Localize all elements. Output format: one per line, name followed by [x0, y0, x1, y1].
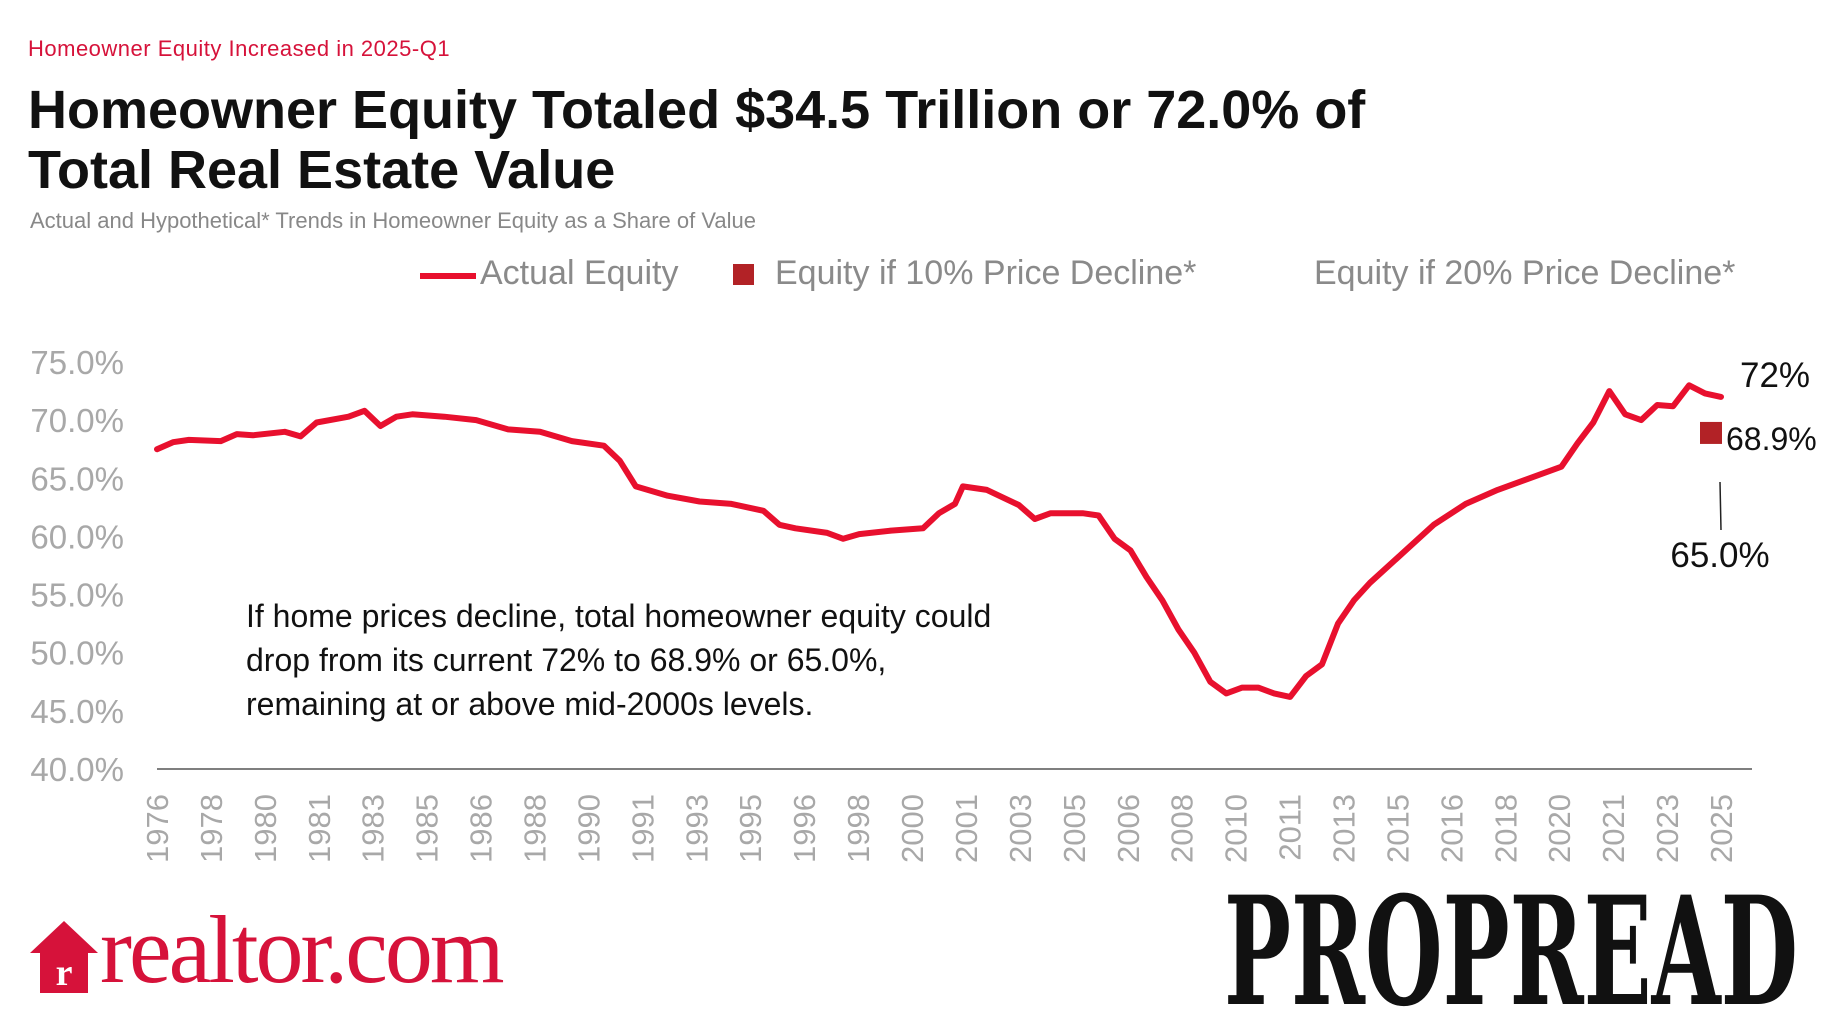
line-chart: 75.0% 70.0% 65.0% 60.0% 55.0% 50.0% 45.0% 40.0%… [30, 344, 1817, 863]
x-tick-label: 2021 [1596, 794, 1631, 863]
legend-actual-label: Actual Equity [480, 254, 679, 292]
legend-decline10-label: Equity if 10% Price Decline* [775, 254, 1197, 292]
x-tick-label: 2006 [1111, 794, 1146, 863]
y-tick-label: 65.0% [30, 460, 124, 497]
x-tick-label: 1978 [194, 794, 229, 863]
chart-title: Homeowner Equity Totaled $34.5 Trillion … [28, 80, 1366, 200]
legend-actual-marker [420, 273, 476, 279]
x-tick-label: 2016 [1434, 794, 1469, 863]
y-tick-label: 70.0% [30, 402, 124, 439]
x-tick-label: 1988 [518, 794, 553, 863]
svg-text:r: r [56, 952, 73, 994]
y-tick-label: 55.0% [30, 577, 124, 614]
x-tick-label: 1986 [464, 794, 499, 863]
propread-watermark: PROPREAD [1224, 880, 1798, 1020]
chart-kicker: Homeowner Equity Increased in 2025-Q1 [28, 36, 451, 61]
x-tick-label: 1993 [679, 794, 714, 863]
decline20-data-label: 65.0% [1670, 536, 1769, 575]
y-tick-label: 75.0% [30, 344, 124, 381]
actual-equity-line [154, 382, 1724, 700]
x-tick-label: 2008 [1165, 794, 1200, 863]
x-tick-label: 1981 [302, 794, 337, 863]
x-tick-label: 1976 [140, 794, 175, 863]
legend-decline20-label: Equity if 20% Price Decline* [1314, 254, 1736, 292]
decline10-data-label: 68.9% [1726, 421, 1817, 457]
y-tick-label: 60.0% [30, 518, 124, 555]
x-tick-label: 2003 [1003, 794, 1038, 863]
x-tick-label: 1983 [356, 794, 391, 863]
x-tick-label: 2013 [1326, 794, 1361, 863]
x-tick-label: 1985 [410, 794, 445, 863]
x-tick-label: 1998 [841, 794, 876, 863]
x-tick-label: 2025 [1704, 794, 1739, 863]
y-tick-label: 45.0% [30, 693, 124, 730]
x-tick-label: 2018 [1488, 794, 1523, 863]
x-tick-label: 2020 [1542, 794, 1577, 863]
realtor-logo-text: realtor.com [100, 896, 504, 1003]
x-tick-label: 2015 [1380, 794, 1415, 863]
decline10-marker [1700, 421, 1722, 444]
chart-annotation: If home prices decline, total homeowner … [246, 598, 992, 722]
x-tick-label: 2011 [1273, 794, 1308, 861]
actual-data-label: 72% [1740, 356, 1810, 395]
x-tick-label: 1995 [733, 794, 768, 863]
decline20-leader-line [1719, 481, 1722, 531]
x-tick-label: 2000 [895, 794, 930, 863]
x-tick-label: 1991 [625, 794, 660, 863]
x-tick-label: 1996 [787, 794, 822, 863]
x-tick-label: 2005 [1057, 794, 1092, 863]
x-tick-label: 1980 [248, 794, 283, 863]
x-tick-label: 2010 [1219, 794, 1254, 863]
x-tick-label: 1990 [571, 794, 606, 863]
y-tick-label: 50.0% [30, 635, 124, 672]
chart-subtitle: Actual and Hypothetical* Trends in Homeo… [30, 208, 756, 233]
y-tick-label: 40.0% [30, 751, 124, 788]
propread-watermark-text: PROPREAD [1224, 880, 1798, 1020]
legend-decline10-marker [733, 264, 754, 285]
realtor-logo: r realtor.com [28, 896, 504, 1003]
x-tick-label: 2001 [949, 794, 984, 863]
house-icon: r [30, 921, 98, 994]
x-tick-label: 2023 [1650, 794, 1685, 863]
